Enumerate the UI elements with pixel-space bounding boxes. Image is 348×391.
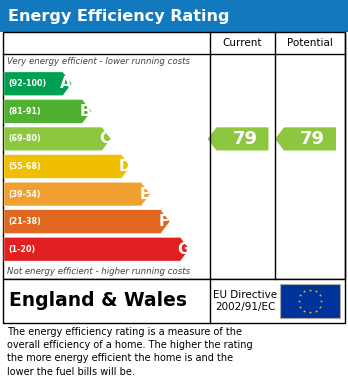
Text: (21-38): (21-38) [8, 217, 41, 226]
Polygon shape [4, 155, 130, 178]
Text: England & Wales: England & Wales [9, 292, 187, 310]
Bar [280, 284, 340, 318]
Text: E: E [139, 187, 150, 202]
Text: (1-20): (1-20) [8, 245, 35, 254]
Polygon shape [4, 127, 111, 151]
Text: The energy efficiency rating is a measure of the
overall efficiency of a home. T: The energy efficiency rating is a measur… [7, 327, 253, 377]
Text: Current: Current [223, 38, 262, 48]
Polygon shape [4, 210, 170, 233]
Text: (81-91): (81-91) [8, 107, 41, 116]
Text: Energy Efficiency Rating: Energy Efficiency Rating [8, 9, 229, 23]
Bar [3, 279, 345, 323]
Text: G: G [177, 242, 190, 257]
Polygon shape [4, 237, 189, 261]
Text: EU Directive: EU Directive [213, 290, 277, 300]
Polygon shape [275, 127, 336, 151]
Text: (55-68): (55-68) [8, 162, 41, 171]
Text: C: C [100, 131, 111, 146]
Text: D: D [118, 159, 131, 174]
Text: 79: 79 [300, 130, 325, 148]
Polygon shape [4, 182, 150, 206]
Text: Potential: Potential [287, 38, 333, 48]
Text: (39-54): (39-54) [8, 190, 41, 199]
Polygon shape [4, 72, 72, 96]
Text: 79: 79 [232, 130, 258, 148]
Text: (92-100): (92-100) [8, 79, 46, 88]
Bar [3, 32, 345, 279]
Text: F: F [159, 214, 169, 229]
Polygon shape [207, 127, 269, 151]
Text: (69-80): (69-80) [8, 135, 41, 143]
Bar [0, 0, 348, 32]
Polygon shape [4, 99, 92, 123]
Text: A: A [60, 76, 72, 91]
Text: Not energy efficient - higher running costs: Not energy efficient - higher running co… [7, 267, 190, 276]
Text: B: B [80, 104, 92, 119]
Text: Very energy efficient - lower running costs: Very energy efficient - lower running co… [7, 57, 190, 66]
Text: 2002/91/EC: 2002/91/EC [215, 302, 275, 312]
